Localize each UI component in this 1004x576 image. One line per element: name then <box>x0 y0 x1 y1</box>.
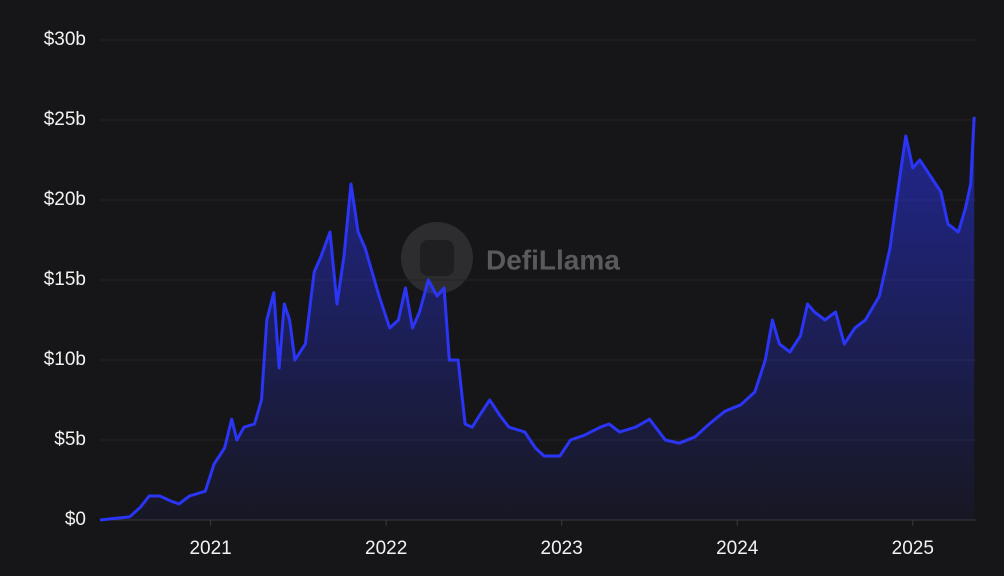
x-tick-label: 2023 <box>541 538 583 559</box>
watermark-logo <box>401 222 473 294</box>
y-tick-label: $0 <box>65 509 86 530</box>
x-tick-label: 2021 <box>189 538 231 559</box>
y-tick-label: $20b <box>44 189 86 210</box>
y-tick-label: $10b <box>44 349 86 370</box>
watermark: DefiLlama <box>486 244 620 275</box>
area <box>100 116 975 521</box>
x-tick-label: 2024 <box>716 538 759 559</box>
x-tick-label: 2022 <box>365 538 407 559</box>
y-tick-label: $15b <box>44 269 86 290</box>
line <box>99 116 976 522</box>
y-tick-label: $30b <box>44 29 86 50</box>
x-tick-label: 2025 <box>892 538 934 559</box>
y-tick-label: $5b <box>54 429 86 450</box>
y-tick-label: $25b <box>44 109 86 130</box>
